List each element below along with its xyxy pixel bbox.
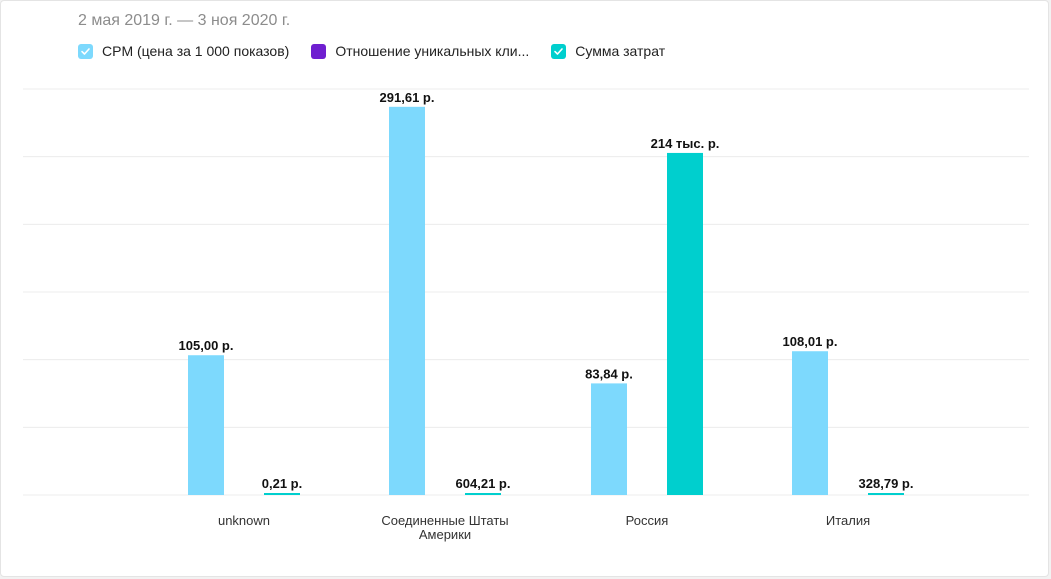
legend-item-unique-ratio[interactable]: Отношение уникальных кли... <box>311 43 529 59</box>
data-label: 108,01 р. <box>783 334 838 349</box>
data-label: 328,79 р. <box>859 476 914 491</box>
bar[interactable] <box>465 493 501 495</box>
checkbox-icon[interactable] <box>551 43 567 59</box>
legend-label: CPM (цена за 1 000 показов) <box>102 43 290 59</box>
bar[interactable] <box>264 493 300 495</box>
legend-label: Сумма затрат <box>575 43 666 59</box>
category-label: unknown <box>218 513 270 528</box>
bar[interactable] <box>868 493 904 495</box>
legend: CPM (цена за 1 000 показов) Отношение ун… <box>78 41 687 61</box>
bar[interactable] <box>188 355 224 495</box>
bar[interactable] <box>591 383 627 495</box>
data-label: 604,21 р. <box>456 476 511 491</box>
data-label: 214 тыс. р. <box>651 136 720 151</box>
data-label: 291,61 р. <box>380 90 435 105</box>
bar[interactable] <box>389 106 425 495</box>
category-label: Россия <box>626 513 669 528</box>
checkbox-icon[interactable] <box>311 43 327 59</box>
data-label: 83,84 р. <box>585 366 633 381</box>
legend-item-spend[interactable]: Сумма затрат <box>551 43 665 59</box>
category-label: Италия <box>826 513 870 528</box>
bar[interactable] <box>667 152 703 495</box>
legend-item-cpm[interactable]: CPM (цена за 1 000 показов) <box>78 43 289 59</box>
data-label: 0,21 р. <box>262 476 302 491</box>
bar[interactable] <box>792 351 828 495</box>
checkbox-icon[interactable] <box>78 43 93 59</box>
data-label: 105,00 р. <box>179 338 234 353</box>
date-range: 2 мая 2019 г. — 3 ноя 2020 г. <box>78 12 291 29</box>
category-label: Соединенные Штаты Америки <box>381 513 508 542</box>
